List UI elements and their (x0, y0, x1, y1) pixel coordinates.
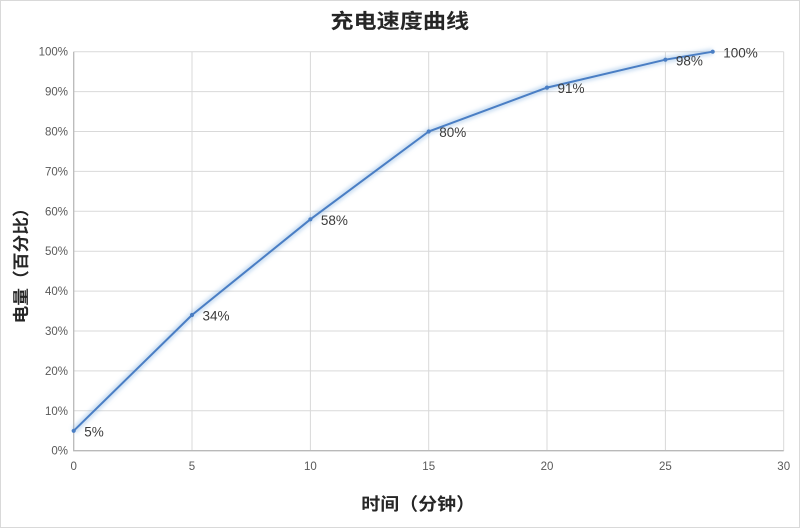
svg-text:0%: 0% (51, 446, 68, 458)
svg-text:20%: 20% (45, 366, 68, 378)
svg-text:10: 10 (304, 461, 317, 473)
svg-text:5: 5 (189, 461, 195, 473)
svg-text:58%: 58% (321, 213, 348, 228)
svg-text:30: 30 (777, 461, 790, 473)
svg-text:5%: 5% (84, 424, 104, 439)
svg-text:34%: 34% (203, 309, 230, 324)
svg-text:15: 15 (422, 461, 435, 473)
svg-text:60%: 60% (45, 206, 68, 218)
svg-text:98%: 98% (676, 53, 703, 68)
svg-text:70%: 70% (45, 166, 68, 178)
svg-text:25: 25 (659, 461, 672, 473)
svg-text:50%: 50% (45, 246, 68, 258)
svg-text:90%: 90% (45, 87, 68, 99)
svg-text:0: 0 (70, 461, 76, 473)
svg-text:10%: 10% (45, 406, 68, 418)
svg-text:100%: 100% (723, 45, 758, 60)
svg-text:80%: 80% (439, 125, 466, 140)
svg-text:40%: 40% (45, 286, 68, 298)
svg-text:30%: 30% (45, 326, 68, 338)
svg-text:20: 20 (541, 461, 554, 473)
svg-text:91%: 91% (558, 81, 585, 96)
svg-text:80%: 80% (45, 127, 68, 139)
svg-text:100%: 100% (39, 47, 68, 59)
